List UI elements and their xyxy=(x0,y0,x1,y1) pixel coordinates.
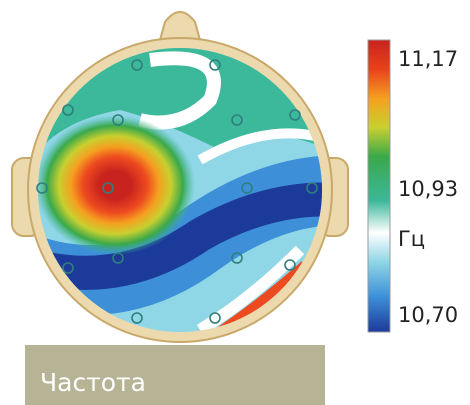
colorbar-min-label: 10,70 xyxy=(398,303,458,327)
caption: Частота xyxy=(40,368,146,397)
colorbar-max-label: 11,17 xyxy=(398,47,458,71)
caption-box xyxy=(25,345,325,405)
colorbar-mid-label: 10,93 xyxy=(398,177,458,201)
colorbar-unit: Гц xyxy=(398,227,425,251)
electrodes xyxy=(36,59,318,324)
colorbar xyxy=(367,39,391,333)
